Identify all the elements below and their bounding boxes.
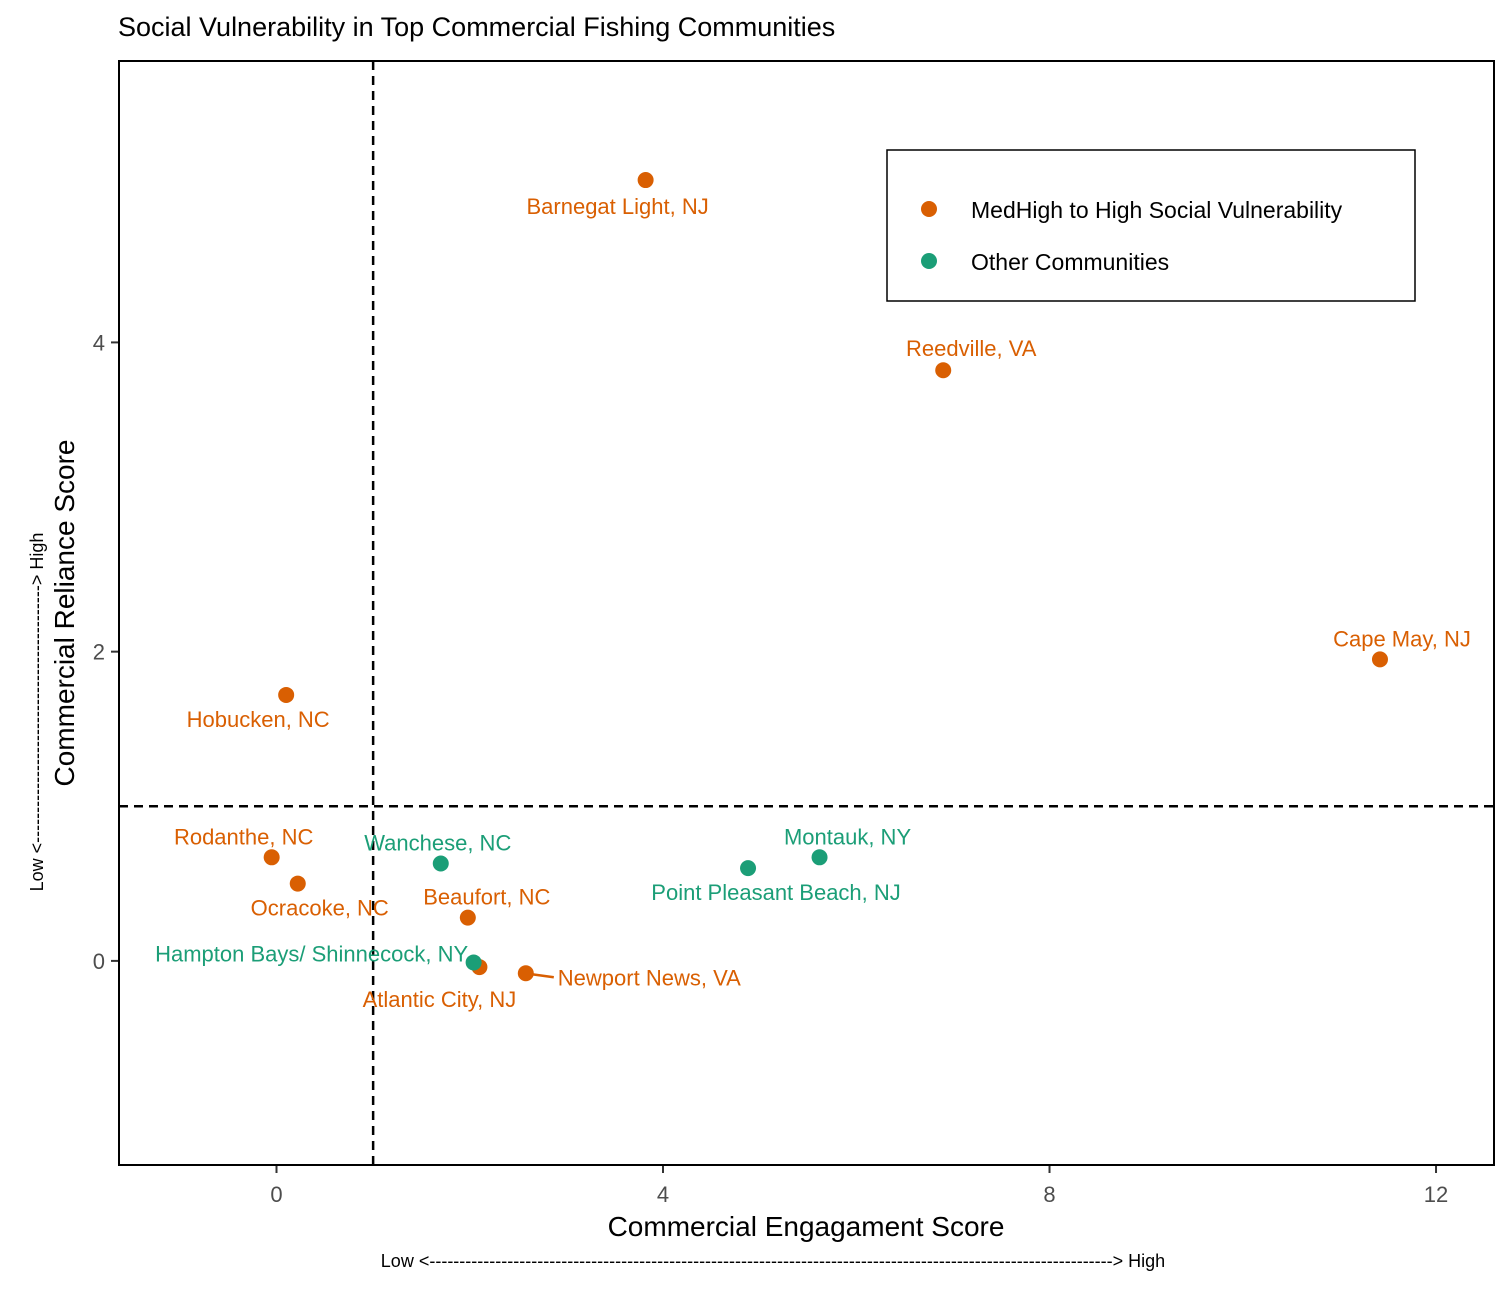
label-cape-may-nj: Cape May, NJ — [1333, 626, 1471, 651]
x-axis-title: Commercial Engagament Score — [608, 1211, 1005, 1242]
y-axis-direction: Low <-----------------------------------… — [27, 533, 47, 892]
y-tick-label: 0 — [93, 949, 105, 974]
x-tick-label: 8 — [1043, 1182, 1055, 1207]
legend-label-other: Other Communities — [971, 249, 1169, 275]
point-hampton-bays-shinnecock-ny — [465, 954, 482, 971]
legend-label-medhigh: MedHigh to High Social Vulnerability — [971, 197, 1343, 223]
label-atlantic-city-nj: Atlantic City, NJ — [363, 987, 517, 1012]
axis-ticks: 0 4 8 12 0 2 4 — [93, 330, 1449, 1207]
label-wanchese-nc: Wanchese, NC — [364, 830, 511, 855]
point-montauk-ny — [811, 849, 828, 866]
label-beaufort-nc: Beaufort, NC — [423, 885, 550, 910]
x-axis-direction: Low <-----------------------------------… — [381, 1251, 1165, 1271]
x-tick-label: 12 — [1424, 1182, 1448, 1207]
point-cape-may-nj — [1371, 651, 1388, 668]
point-rodanthe-nc — [263, 849, 280, 866]
label-newport-news-va: Newport News, VA — [558, 965, 741, 990]
label-rodanthe-nc: Rodanthe, NC — [174, 824, 314, 849]
point-hobucken-nc — [278, 686, 295, 703]
reference-lines — [119, 61, 1494, 1165]
legend-box — [886, 149, 1416, 302]
label-hampton-bays-shinnecock-ny: Hampton Bays/ Shinnecock, NY — [155, 941, 468, 966]
point-ocracoke-nc — [289, 875, 306, 892]
y-tick-label: 4 — [93, 330, 105, 355]
y-axis-title: Commercial Reliance Score — [49, 439, 80, 786]
label-leader-line — [531, 973, 554, 979]
label-reedville-va: Reedville, VA — [906, 336, 1037, 361]
point-beaufort-nc — [459, 909, 476, 926]
point-newport-news-va — [517, 965, 534, 982]
x-tick-label: 0 — [270, 1182, 282, 1207]
legend-marker-other — [921, 253, 937, 269]
legend: MedHigh to High Social Vulnerability Oth… — [886, 149, 1416, 302]
plot-panel-border — [118, 60, 1495, 1166]
legend-marker-medhigh — [921, 201, 937, 217]
point-point-pleasant-beach-nj — [740, 860, 757, 877]
x-tick-label: 4 — [657, 1182, 669, 1207]
point-barnegat-light-nj — [637, 172, 654, 189]
point-reedville-va — [935, 362, 952, 379]
y-tick-label: 2 — [93, 640, 105, 665]
label-barnegat-light-nj: Barnegat Light, NJ — [526, 194, 708, 219]
point-wanchese-nc — [432, 855, 449, 872]
label-montauk-ny: Montauk, NY — [784, 824, 911, 849]
chart-title: Social Vulnerability in Top Commercial F… — [118, 12, 835, 42]
label-ocracoke-nc: Ocracoke, NC — [251, 896, 389, 921]
point-labels: Barnegat Light, NJ Reedville, VA Cape May,… — [155, 194, 1471, 1012]
data-points — [263, 172, 1388, 982]
label-point-pleasant-beach-nj: Point Pleasant Beach, NJ — [651, 880, 900, 905]
label-hobucken-nc: Hobucken, NC — [187, 707, 330, 732]
